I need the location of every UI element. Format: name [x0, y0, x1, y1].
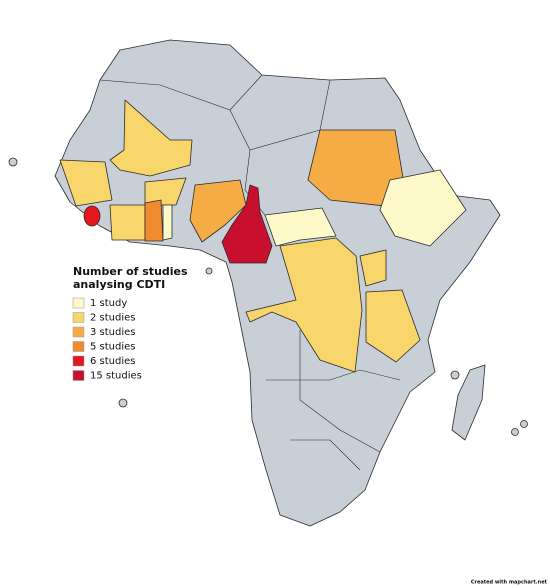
country — [221, 184, 273, 264]
border — [229, 79, 331, 151]
legend-swatch — [72, 326, 85, 338]
island — [450, 370, 460, 380]
legend: 1 study 2 studies 3 studies 5 studies 6 stud… — [72, 297, 142, 382]
country — [144, 199, 164, 242]
country — [59, 159, 113, 207]
madagascar — [451, 364, 486, 441]
island — [511, 428, 519, 436]
legend-swatch — [72, 312, 85, 323]
country — [365, 289, 421, 363]
country — [144, 177, 187, 206]
legend-title: Number of studies analysing CDTI — [73, 265, 188, 291]
island — [8, 157, 18, 167]
legend-label: 1 study — [90, 298, 127, 309]
island — [205, 267, 213, 275]
country — [379, 169, 467, 247]
legend-label: 15 studies — [90, 371, 142, 382]
country — [83, 205, 101, 227]
country — [109, 99, 193, 177]
credit: Created with mapchart.net — [471, 580, 548, 586]
country — [245, 237, 363, 373]
legend-swatch — [72, 355, 85, 367]
country — [162, 204, 173, 241]
legend-label: 3 studies — [90, 327, 136, 338]
legend-swatch — [72, 341, 85, 352]
border — [99, 74, 263, 111]
legend-label: 2 studies — [90, 313, 136, 324]
country — [189, 179, 247, 243]
island — [520, 420, 528, 428]
legend-swatch — [72, 297, 85, 309]
border — [299, 330, 381, 453]
country — [264, 207, 337, 247]
border — [290, 439, 361, 471]
country — [109, 204, 146, 241]
legend-label: 6 studies — [90, 356, 136, 367]
border — [266, 369, 401, 381]
legend-label: 5 studies — [90, 342, 136, 353]
country — [359, 249, 387, 287]
island — [118, 398, 128, 408]
legend-swatch — [72, 370, 85, 381]
